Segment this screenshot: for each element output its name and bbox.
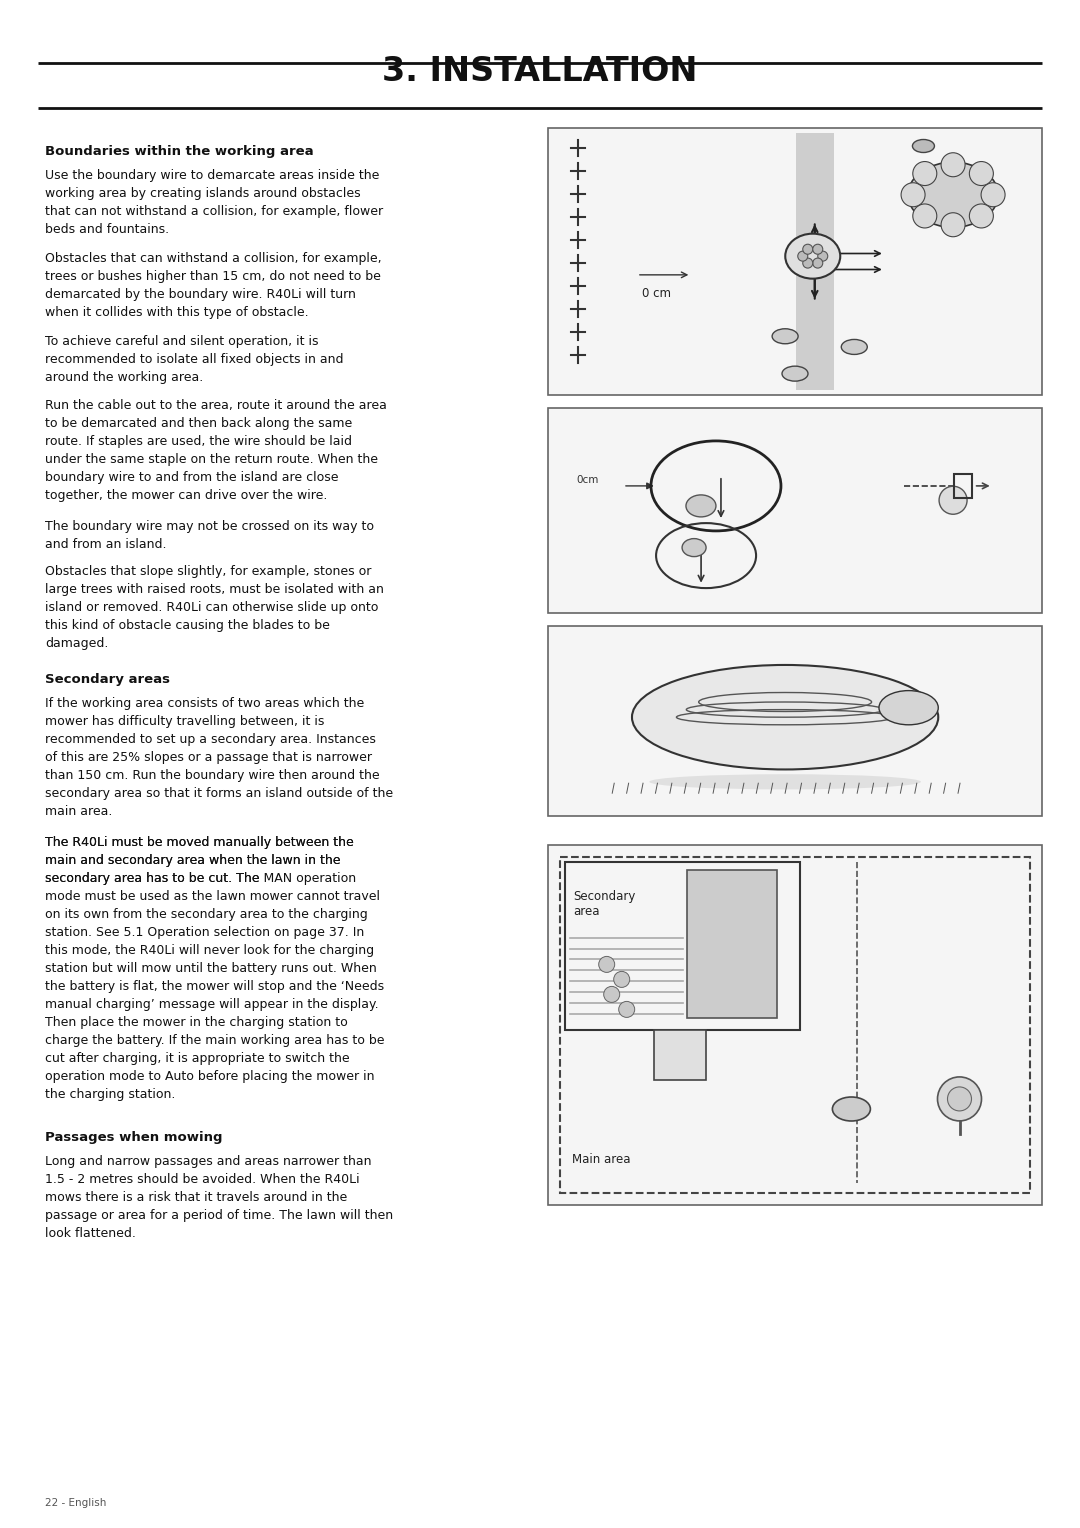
Ellipse shape — [649, 775, 921, 790]
Text: Secondary
area: Secondary area — [573, 889, 635, 918]
Ellipse shape — [908, 162, 998, 228]
Circle shape — [604, 987, 620, 1002]
Circle shape — [613, 972, 630, 987]
Ellipse shape — [683, 538, 706, 556]
Text: 0cm: 0cm — [576, 475, 598, 484]
Circle shape — [970, 203, 994, 228]
Text: 3. INSTALLATION: 3. INSTALLATION — [382, 55, 698, 89]
Circle shape — [798, 251, 808, 261]
Circle shape — [947, 1086, 972, 1111]
Ellipse shape — [913, 139, 934, 153]
Text: 22 - English: 22 - English — [45, 1497, 106, 1508]
Circle shape — [619, 1001, 635, 1018]
Text: Use the boundary wire to demarcate areas inside the
working area by creating isl: Use the boundary wire to demarcate areas… — [45, 168, 383, 235]
Ellipse shape — [632, 665, 939, 770]
Bar — [561, 857, 1030, 1193]
Bar — [548, 626, 1042, 816]
Text: Obstacles that slope slightly, for example, stones or
large trees with raised ro: Obstacles that slope slightly, for examp… — [45, 565, 383, 649]
Circle shape — [598, 957, 615, 972]
Circle shape — [940, 486, 967, 515]
Ellipse shape — [833, 1097, 870, 1122]
Circle shape — [818, 251, 827, 261]
Circle shape — [913, 162, 936, 185]
Circle shape — [813, 244, 823, 254]
Bar — [796, 133, 834, 390]
Ellipse shape — [686, 495, 716, 516]
Text: If the working area consists of two areas which the
mower has difficulty travell: If the working area consists of two area… — [45, 697, 393, 817]
Text: Obstacles that can withstand a collision, for example,
trees or bushes higher th: Obstacles that can withstand a collision… — [45, 252, 381, 319]
Text: 0 cm: 0 cm — [642, 287, 671, 299]
Text: Long and narrow passages and areas narrower than
1.5 - 2 metres should be avoide: Long and narrow passages and areas narro… — [45, 1155, 393, 1239]
Ellipse shape — [782, 367, 808, 380]
Text: Secondary areas: Secondary areas — [45, 672, 170, 686]
Text: Boundaries within the working area: Boundaries within the working area — [45, 145, 313, 157]
Text: The boundary wire may not be crossed on its way to
and from an island.: The boundary wire may not be crossed on … — [45, 520, 374, 550]
Bar — [954, 474, 972, 498]
Circle shape — [941, 212, 966, 237]
Circle shape — [970, 162, 994, 185]
Bar — [548, 408, 1042, 613]
Ellipse shape — [772, 329, 798, 344]
Text: Main area: Main area — [572, 1154, 631, 1166]
Text: To achieve careful and silent operation, it is
recommended to isolate all fixed : To achieve careful and silent operation,… — [45, 335, 343, 384]
Ellipse shape — [841, 339, 867, 354]
Circle shape — [802, 258, 813, 267]
Circle shape — [937, 1077, 982, 1122]
Circle shape — [941, 153, 966, 177]
Circle shape — [901, 183, 926, 206]
Ellipse shape — [879, 691, 939, 724]
Text: The R40Li must be moved manually between the
main and secondary area when the la: The R40Li must be moved manually between… — [45, 836, 354, 885]
Bar — [654, 1030, 706, 1080]
Ellipse shape — [785, 234, 840, 278]
Circle shape — [813, 258, 823, 267]
Bar — [687, 871, 777, 1018]
Circle shape — [913, 203, 936, 228]
Text: Run the cable out to the area, route it around the area
to be demarcated and the: Run the cable out to the area, route it … — [45, 399, 387, 503]
Text: The R40Li must be moved manually between the
main and secondary area when the la: The R40Li must be moved manually between… — [45, 836, 384, 1100]
Bar — [565, 862, 800, 1030]
Text: Passages when mowing: Passages when mowing — [45, 1131, 222, 1144]
Circle shape — [802, 244, 813, 254]
Circle shape — [981, 183, 1005, 206]
Bar — [548, 845, 1042, 1206]
Bar — [548, 128, 1042, 396]
